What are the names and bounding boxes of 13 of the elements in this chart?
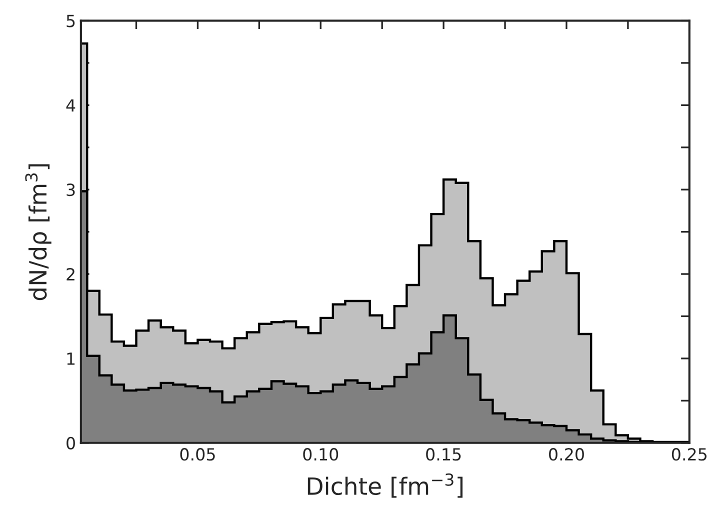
x-tick-label: 0.15 (426, 448, 461, 461)
y-tick-label: 1 (67, 352, 75, 365)
y-tick-label: 0 (66, 436, 75, 450)
y-tick-label: 4 (66, 99, 76, 112)
y-tick-label: 3 (66, 184, 75, 196)
y-tick-label: 2 (66, 268, 74, 280)
x-axis-title: Dichte [fm$^{−3}$] (308, 473, 463, 498)
y-tick-label: 5 (66, 14, 75, 28)
x-tick-label: 0.10 (303, 448, 338, 461)
x-tick-label: 0.05 (180, 448, 215, 461)
x-tick-label: 0.20 (549, 448, 584, 461)
x-tick-label: 0.25 (672, 448, 707, 461)
y-axis-title: dN/dρ [fm$^{3}$] (25, 164, 52, 300)
